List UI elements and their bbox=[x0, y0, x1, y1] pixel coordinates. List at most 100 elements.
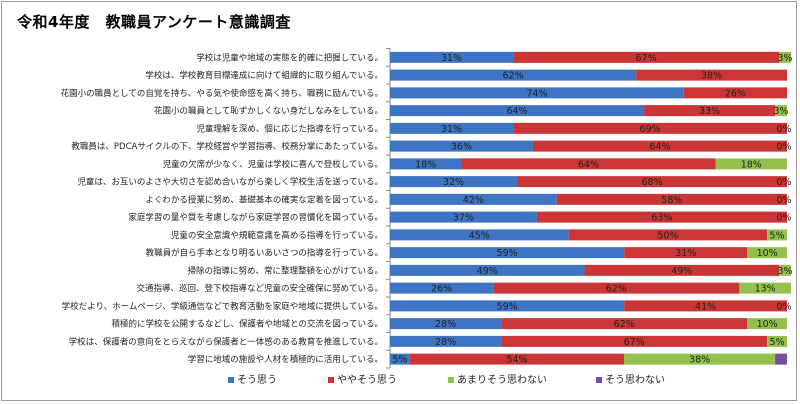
bar-segment-1 bbox=[390, 318, 502, 330]
data-label: 38% bbox=[689, 355, 710, 366]
category-label: 児童の安全意識や規範意識を高める指導を行っている。 bbox=[171, 230, 383, 241]
bar-segment-2 bbox=[568, 229, 768, 241]
data-label: 49% bbox=[671, 266, 692, 277]
legend-swatch-3 bbox=[448, 377, 454, 383]
legend-swatch-2 bbox=[328, 377, 334, 383]
data-label: 18% bbox=[415, 159, 436, 170]
category-label: 家庭学習の量や質を考慮しながら家庭学習の習慣化を図っている。 bbox=[128, 212, 383, 223]
data-label: 0% bbox=[776, 124, 791, 135]
bar-segment-1 bbox=[390, 247, 625, 259]
bar-segment-2 bbox=[556, 193, 787, 205]
category-label: 積極的に学校を公開するなどし、保護者や地域との交流を図っている。 bbox=[112, 319, 384, 330]
bar-segment-1 bbox=[390, 51, 514, 63]
data-label: 18% bbox=[741, 159, 762, 170]
data-label: 3% bbox=[774, 106, 789, 117]
data-label: 38% bbox=[701, 71, 722, 82]
data-label: 63% bbox=[651, 213, 672, 224]
bar-segment-1 bbox=[390, 176, 518, 188]
data-label: 31% bbox=[441, 124, 462, 135]
data-label: 69% bbox=[639, 124, 660, 135]
category-label: 学校だより、ホームページ、学級通信などで教育活動を家庭や地域に提供している。 bbox=[62, 301, 383, 312]
data-label: 5% bbox=[770, 230, 785, 241]
legend-swatch-1 bbox=[228, 377, 234, 383]
bar-segment-3 bbox=[775, 105, 787, 117]
legend-label-2: ややそう思う bbox=[337, 374, 397, 386]
data-label: 64% bbox=[649, 142, 670, 153]
data-label: 26% bbox=[725, 88, 746, 99]
data-label: 5% bbox=[392, 355, 407, 366]
data-label: 31% bbox=[441, 53, 462, 64]
bar-segment-1 bbox=[390, 353, 410, 365]
data-label: 54% bbox=[506, 355, 527, 366]
bar-segment-1 bbox=[390, 229, 569, 241]
data-label: 64% bbox=[578, 159, 599, 170]
bar-segment-2 bbox=[517, 176, 787, 188]
data-label: 26% bbox=[431, 284, 452, 295]
bar-segment-2 bbox=[461, 158, 716, 170]
bar-segment-2 bbox=[501, 318, 748, 330]
bar-segment-1 bbox=[390, 300, 625, 312]
bar-segment-1 bbox=[390, 158, 462, 170]
data-label: 0% bbox=[776, 195, 791, 206]
category-label: 掃除の指導に努め、常に整理整頓を心がけている。 bbox=[187, 265, 383, 276]
data-label: 62% bbox=[606, 284, 627, 295]
data-label: 59% bbox=[497, 301, 518, 312]
bar-segment-3 bbox=[779, 51, 791, 63]
bar-segment-2 bbox=[624, 300, 787, 312]
category-label: 児童は、お互いのよさや大切さを認め合いながら楽しく学校生活を送っている。 bbox=[77, 177, 383, 188]
bar-segment-3 bbox=[767, 229, 787, 241]
data-label: 10% bbox=[757, 319, 778, 330]
data-label: 0% bbox=[776, 213, 791, 224]
bar-segment-2 bbox=[493, 282, 740, 294]
bar-segment-1 bbox=[390, 211, 537, 223]
data-label: 3% bbox=[777, 266, 792, 277]
data-label: 33% bbox=[699, 106, 720, 117]
bar-segment-2 bbox=[584, 264, 780, 276]
bar-segment-1 bbox=[390, 335, 502, 347]
category-label: 学習に地域の施設や人材を積極的に活用している。 bbox=[188, 354, 383, 365]
category-label: 交通指導、巡回、登下校指導など児童の安全確保に努めている。 bbox=[136, 283, 383, 294]
category-label: 教職員が自ら手本となり明るいあいさつの指導を行っている。 bbox=[146, 248, 383, 259]
bar-segment-1 bbox=[390, 140, 533, 152]
bar-segment-2 bbox=[513, 122, 787, 134]
bar-segment-2 bbox=[501, 335, 768, 347]
data-label: 32% bbox=[443, 177, 464, 188]
legend-label-3: あまりそう思わない bbox=[457, 374, 547, 386]
data-label: 62% bbox=[503, 71, 524, 82]
legend-label-4: そう思わない bbox=[605, 374, 665, 386]
data-label: 64% bbox=[506, 106, 527, 117]
data-label: 0% bbox=[776, 177, 791, 188]
bar-segment-1 bbox=[390, 282, 494, 294]
bar-segment-3 bbox=[624, 353, 776, 365]
bar-segment-2 bbox=[513, 51, 780, 63]
data-label: 0% bbox=[776, 142, 791, 153]
data-label: 28% bbox=[435, 337, 456, 348]
legend-label-1: そう思う bbox=[237, 374, 277, 386]
data-label: 49% bbox=[477, 266, 498, 277]
category-label: 児童の欠席が少なく、児童は学校に喜んで登校している。 bbox=[163, 159, 383, 170]
data-label: 41% bbox=[695, 301, 716, 312]
data-label: 0% bbox=[776, 301, 791, 312]
data-label: 68% bbox=[641, 177, 662, 188]
bar-segment-1 bbox=[390, 69, 637, 81]
bar-segment-4 bbox=[775, 353, 787, 365]
legend-swatch-4 bbox=[596, 377, 602, 383]
data-label: 58% bbox=[661, 195, 682, 206]
data-label: 10% bbox=[757, 248, 778, 259]
bar-segment-1 bbox=[390, 264, 585, 276]
data-label: 31% bbox=[675, 248, 696, 259]
bar-segment-2 bbox=[636, 69, 787, 81]
category-label: よくわかる授業に努め、基礎基本の確実な定着を図っている。 bbox=[145, 194, 383, 205]
bar-segment-2 bbox=[532, 140, 787, 152]
data-label: 5% bbox=[770, 337, 785, 348]
category-label: 学校は、学校教育目標達成に向けて組織的に取り組んでいる。 bbox=[145, 70, 383, 81]
bar-segment-2 bbox=[409, 353, 625, 365]
category-label: 花園小の職員として恥ずかしくない身だしなみをしている。 bbox=[154, 106, 383, 117]
bar-segment-3 bbox=[715, 158, 787, 170]
chart-title: 令和4年度 教職員アンケート意識調査 bbox=[17, 13, 291, 31]
data-label: 62% bbox=[614, 319, 635, 330]
category-label: 学校は児童や地域の実態を的確に把握している。 bbox=[196, 52, 383, 63]
category-label: 児童理解を深め、個に応じた指導を行っている。 bbox=[196, 123, 383, 134]
bar-segment-3 bbox=[747, 247, 787, 259]
